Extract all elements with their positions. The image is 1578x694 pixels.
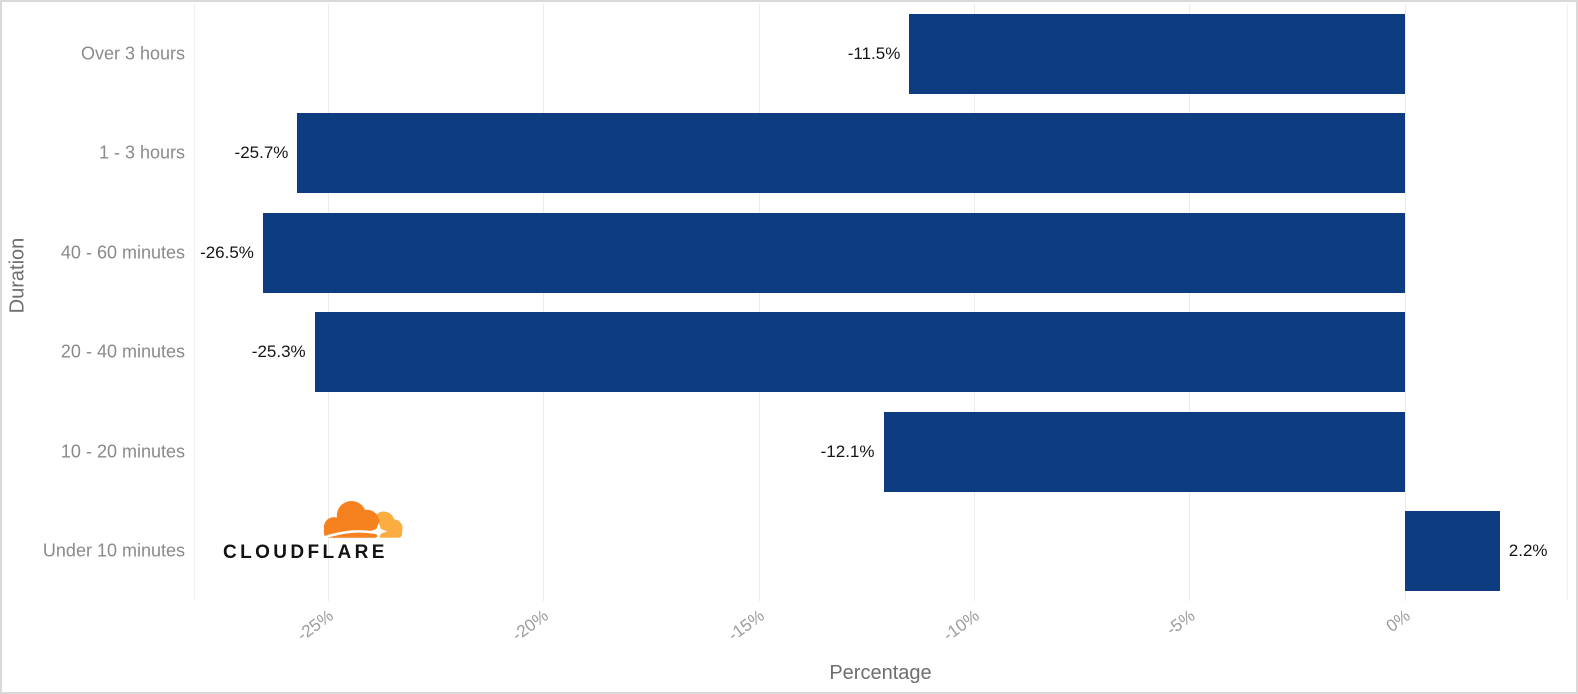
bar-10-20-minutes [883, 411, 1405, 492]
y-axis-category-label: 40 - 60 minutes [60, 242, 185, 263]
x-gridline [327, 4, 329, 601]
cloudflare-cloud-icon [323, 500, 403, 540]
bar-value-label: -26.5% [200, 242, 254, 262]
bar-40-60-minutes [262, 212, 1405, 293]
y-axis-category-label: Over 3 hours [80, 43, 185, 64]
y-axis-title: Duration [6, 237, 29, 314]
bar-value-label: -25.7% [234, 143, 289, 163]
cloud-swoosh [323, 530, 378, 539]
cloudflare-wordmark: CLOUDFLARE [223, 542, 388, 563]
plot-boundary-gridline [1567, 4, 1568, 601]
x-gridline [1189, 4, 1191, 601]
cloudflare-logo: CLOUDFLARE [223, 494, 403, 566]
y-axis-category-label: 10 - 20 minutes [60, 441, 185, 462]
bar-under-10-minutes [1404, 511, 1500, 592]
bar-over-3-hours [909, 13, 1405, 94]
bar-1-3-hours [297, 113, 1405, 194]
bar-value-label: -25.3% [251, 342, 306, 362]
x-gridline [974, 4, 976, 601]
bar-20-40-minutes [314, 312, 1405, 393]
y-axis-category-label: 20 - 40 minutes [60, 341, 185, 362]
y-axis-category-label: Under 10 minutes [42, 540, 185, 561]
bar-value-label: 2.2% [1508, 541, 1548, 561]
bar-value-label: -12.1% [820, 441, 875, 461]
x-axis-title: Percentage [829, 662, 932, 684]
x-gridline [1404, 4, 1406, 601]
x-gridline [758, 4, 760, 601]
plot-boundary-gridline [194, 4, 195, 601]
y-axis-category-label: 1 - 3 hours [98, 142, 185, 163]
bar-value-label: -11.5% [847, 43, 901, 63]
cloud-sparkle [369, 523, 388, 540]
x-gridline [543, 4, 545, 601]
